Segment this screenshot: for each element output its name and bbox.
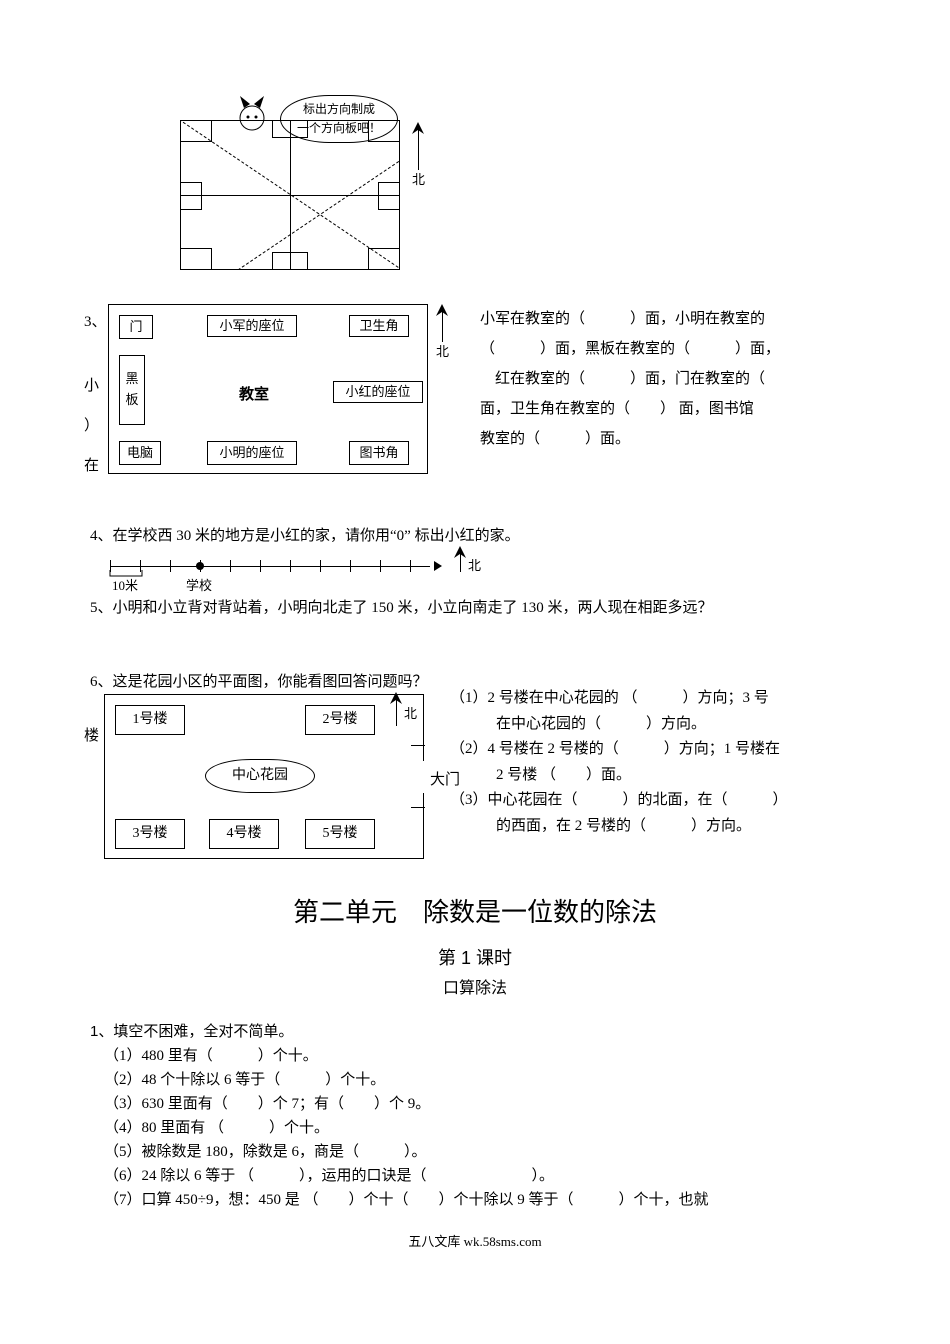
q5-text: 5、小明和小立背对背站着，小明向北走了 150 米，小立向南走了 130 米，两… bbox=[90, 596, 860, 620]
q3-number: 3、 bbox=[84, 310, 107, 334]
classroom-north-label: 北 bbox=[436, 342, 449, 363]
sec1-i7: （7）口算 450÷9，想：450 是 （ ）个十（ ）个十除以 9 等于（ ）… bbox=[104, 1188, 860, 1212]
page-footer: 五八文库 wk.58sms.com bbox=[90, 1232, 860, 1253]
library-box: 图书角 bbox=[349, 441, 409, 465]
q3-side-b: ） bbox=[84, 414, 99, 438]
scale-label: 10米 bbox=[112, 576, 138, 597]
weisheng-box: 卫生角 bbox=[349, 315, 409, 337]
q6-line-1b: 在中心花园的（ ）方向。 bbox=[450, 712, 860, 738]
compass-corner-nw bbox=[180, 120, 212, 142]
compass-diagram: 标出方向制成 一个方向板吧！ 北 bbox=[150, 100, 430, 290]
q4-text: 4、在学校西 30 米的地方是小红的家，请你用“0” 标出小红的家。 bbox=[90, 524, 860, 548]
worksheet-page: 标出方向制成 一个方向板吧！ 北 bbox=[0, 0, 950, 1283]
compass-corner-sw bbox=[180, 248, 212, 270]
compass-mid-w bbox=[180, 182, 202, 210]
computer-box: 电脑 bbox=[119, 441, 161, 465]
sec1-i1: （1）480 里有（ ）个十。 bbox=[104, 1044, 860, 1068]
q3-line-3: 红在教室的（ ）面，门在教室的（ bbox=[480, 364, 870, 394]
compass-corner-ne bbox=[368, 120, 400, 142]
classroom-north-arrowhead-icon bbox=[436, 304, 448, 316]
gate-opening bbox=[421, 761, 425, 793]
xiaojun-seat-box: 小军的座位 bbox=[207, 315, 297, 337]
building-3: 3号楼 bbox=[115, 819, 185, 849]
lesson-sub: 口算除法 bbox=[90, 976, 860, 1002]
q3-side-c: 在 bbox=[84, 454, 99, 478]
compass-corner-se bbox=[368, 248, 400, 270]
blackboard-char-2: 板 bbox=[125, 390, 138, 411]
building-2: 2号楼 bbox=[305, 705, 375, 735]
building-5: 5号楼 bbox=[305, 819, 375, 849]
lesson-title: 第 1 课时 bbox=[90, 944, 860, 973]
q3-line-5: 教室的（ ）面。 bbox=[480, 424, 870, 454]
sec1-i3: （3）630 里面有（ ）个 7；有（ ）个 9。 bbox=[104, 1092, 860, 1116]
building-1: 1号楼 bbox=[115, 705, 185, 735]
garden-north-arrowhead-icon bbox=[390, 692, 402, 704]
numline-north-arrowhead-icon bbox=[454, 546, 466, 558]
sec1-i6: （6）24 除以 6 等于 （ ），运用的口诀是（ ）。 bbox=[104, 1164, 860, 1188]
sec1-i2: （2）48 个十除以 6 等于（ ）个十。 bbox=[104, 1068, 860, 1092]
q3-side-a: 小 bbox=[84, 374, 99, 398]
compass-north-label: 北 bbox=[412, 170, 425, 191]
compass-mid-n bbox=[272, 120, 308, 138]
number-line: 10米 学校 bbox=[110, 548, 440, 588]
sec1-i5: （5）被除数是 180，除数是 6，商是（ ）。 bbox=[104, 1140, 860, 1164]
q3-line-2: （ ）面，黑板在教室的（ ）面， bbox=[480, 334, 870, 364]
compass-diagonals bbox=[180, 120, 400, 270]
unit-title: 第二单元 除数是一位数的除法 bbox=[90, 892, 860, 934]
compass-mid-s bbox=[272, 252, 308, 270]
garden-north-label: 北 bbox=[404, 704, 417, 725]
q6-left-char: 楼 bbox=[84, 724, 99, 748]
q3-line-1: 小军在教室的（ ）面，小明在教室的 bbox=[480, 304, 870, 334]
classroom-label: 教室 bbox=[239, 383, 269, 407]
building-4: 4号楼 bbox=[209, 819, 279, 849]
school-label: 学校 bbox=[186, 576, 212, 597]
q6-block: 楼 1号楼 2号楼 中心花园 3号楼 4号楼 5号楼 大门 北 （1）2 号楼在… bbox=[90, 694, 860, 874]
q6-line-2b: 2 号楼 （ ）面。 bbox=[450, 763, 860, 789]
xiaohong-seat-box: 小红的座位 bbox=[333, 381, 423, 403]
door-box: 门 bbox=[119, 315, 153, 339]
classroom-north-line bbox=[442, 312, 443, 342]
sec1-i4: （4）80 里面有 （ ）个十。 bbox=[104, 1116, 860, 1140]
q6-line-2: （2）4 号楼在 2 号楼的（ ）方向；1 号楼在 bbox=[450, 737, 860, 763]
classroom-diagram: 门 小军的座位 卫生角 黑 板 教室 小红的座位 电脑 小明的座位 图书角 bbox=[108, 304, 428, 474]
center-park: 中心花园 bbox=[205, 759, 315, 793]
q3-line-4: 面，卫生角在教室的（ ） 面，图书馆 bbox=[480, 394, 870, 424]
q4-numberline-block: 10米 学校 北 bbox=[90, 548, 860, 594]
xiaoming-seat-box: 小明的座位 bbox=[207, 441, 297, 465]
north-arrowhead-icon bbox=[412, 122, 424, 134]
blackboard-box: 黑 板 bbox=[119, 355, 145, 425]
q6-line-3b: 的西面，在 2 号楼的（ ）方向。 bbox=[450, 814, 860, 840]
compass-mid-e bbox=[378, 182, 400, 210]
sec1-header: 1、填空不困难，全对不简单。 bbox=[90, 1020, 860, 1044]
north-arrow-line bbox=[418, 130, 419, 170]
q3-block: 3、 小 ） 在 门 小军的座位 卫生角 黑 板 教室 小红的座位 电脑 小明的… bbox=[90, 304, 860, 494]
blackboard-char-1: 黑 bbox=[125, 369, 138, 390]
bubble-text-1: 标出方向制成 bbox=[291, 100, 387, 119]
numline-north-label: 北 bbox=[468, 556, 481, 577]
garden-diagram: 1号楼 2号楼 中心花园 3号楼 4号楼 5号楼 bbox=[104, 694, 424, 859]
q6-line-1: （1）2 号楼在中心花园的 （ ）方向；3 号 bbox=[450, 686, 860, 712]
q6-line-3: （3）中心花园在（ ）的北面，在（ ） bbox=[450, 788, 860, 814]
